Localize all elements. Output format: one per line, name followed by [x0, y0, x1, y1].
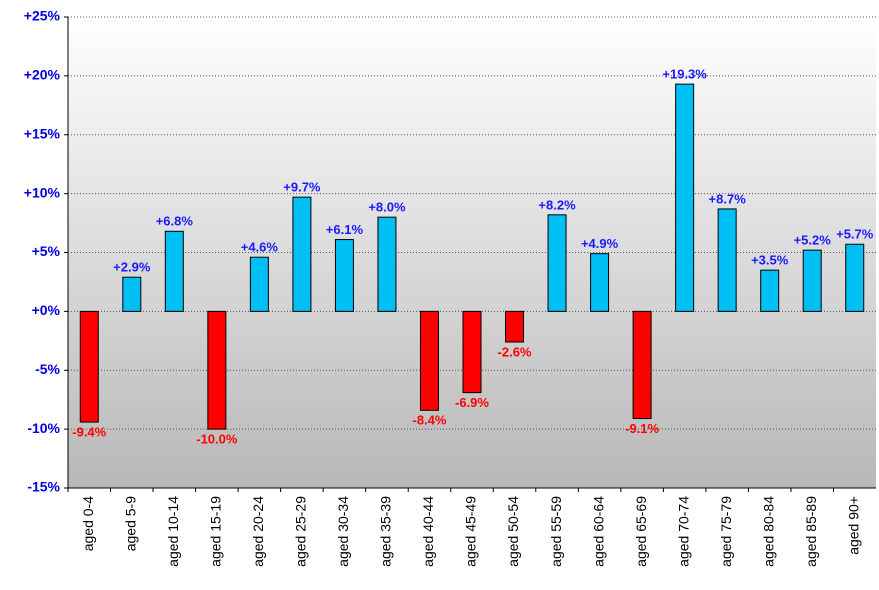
x-tick-label: aged 30-34: [335, 496, 351, 567]
bar: [717, 208, 737, 312]
y-tick-label: -10%: [27, 420, 60, 436]
y-tick-label: +0%: [32, 302, 61, 318]
x-tick-label: aged 20-24: [250, 496, 266, 567]
plot-area: [68, 17, 876, 488]
bar: [462, 310, 482, 394]
x-tick-label: aged 50-54: [505, 496, 521, 567]
bar: [292, 196, 312, 312]
value-label: +8.7%: [709, 191, 747, 206]
value-label: -6.9%: [455, 395, 489, 410]
bar: [419, 310, 439, 411]
x-tick-label: aged 35-39: [378, 496, 394, 567]
y-tick-label: -5%: [35, 361, 60, 377]
x-tick-label: aged 45-49: [463, 496, 479, 567]
x-tick-label: aged 70-74: [675, 496, 691, 567]
x-tick-label: aged 5-9: [122, 496, 138, 551]
bar: [632, 310, 652, 420]
value-label: +2.9%: [113, 260, 151, 275]
bar: [802, 249, 822, 312]
x-tick-label: aged 90+: [845, 496, 861, 555]
x-tick-label: aged 75-79: [718, 496, 734, 567]
bar: [590, 253, 610, 312]
bar: [675, 83, 695, 312]
value-label: +19.3%: [662, 67, 707, 82]
x-tick-label: aged 40-44: [420, 496, 436, 567]
x-tick-label: aged 15-19: [208, 496, 224, 567]
x-tick-label: aged 80-84: [760, 496, 776, 567]
value-label: +4.6%: [241, 240, 279, 255]
value-label: -10.0%: [196, 432, 238, 447]
bar: [207, 310, 227, 430]
value-label: +6.8%: [156, 214, 194, 229]
bar: [334, 239, 354, 312]
bar: [505, 310, 525, 343]
bar: [249, 256, 269, 312]
x-tick-label: aged 55-59: [548, 496, 564, 567]
value-label: +3.5%: [751, 253, 789, 268]
x-tick-label: aged 10-14: [165, 496, 181, 567]
x-tick-label: aged 85-89: [803, 496, 819, 567]
y-tick-label: +25%: [24, 8, 61, 24]
bar: [79, 310, 99, 423]
y-tick-label: +5%: [32, 243, 61, 259]
value-label: -9.4%: [72, 424, 106, 439]
y-tick-label: +15%: [24, 125, 61, 141]
value-label: -9.1%: [625, 421, 659, 436]
bar: [845, 243, 865, 312]
value-label: -8.4%: [412, 413, 446, 428]
value-label: +4.9%: [581, 236, 619, 251]
y-tick-label: +20%: [24, 67, 61, 83]
value-label: +6.1%: [326, 222, 364, 237]
value-label: +9.7%: [283, 180, 321, 195]
value-label: +5.7%: [836, 227, 874, 242]
bar: [164, 230, 184, 312]
bar: [547, 214, 567, 312]
value-label: +8.0%: [368, 200, 406, 215]
x-tick-label: aged 0-4: [80, 496, 96, 551]
y-tick-label: -15%: [27, 479, 60, 495]
bar: [122, 276, 142, 312]
bar: [377, 216, 397, 312]
x-tick-label: aged 65-69: [633, 496, 649, 567]
value-label: +5.2%: [794, 233, 832, 248]
x-tick-label: aged 25-29: [293, 496, 309, 567]
x-tick-label: aged 60-64: [590, 496, 606, 567]
value-label: +8.2%: [538, 197, 576, 212]
bar: [760, 269, 780, 312]
y-tick-label: +10%: [24, 184, 61, 200]
value-label: -2.6%: [498, 344, 532, 359]
